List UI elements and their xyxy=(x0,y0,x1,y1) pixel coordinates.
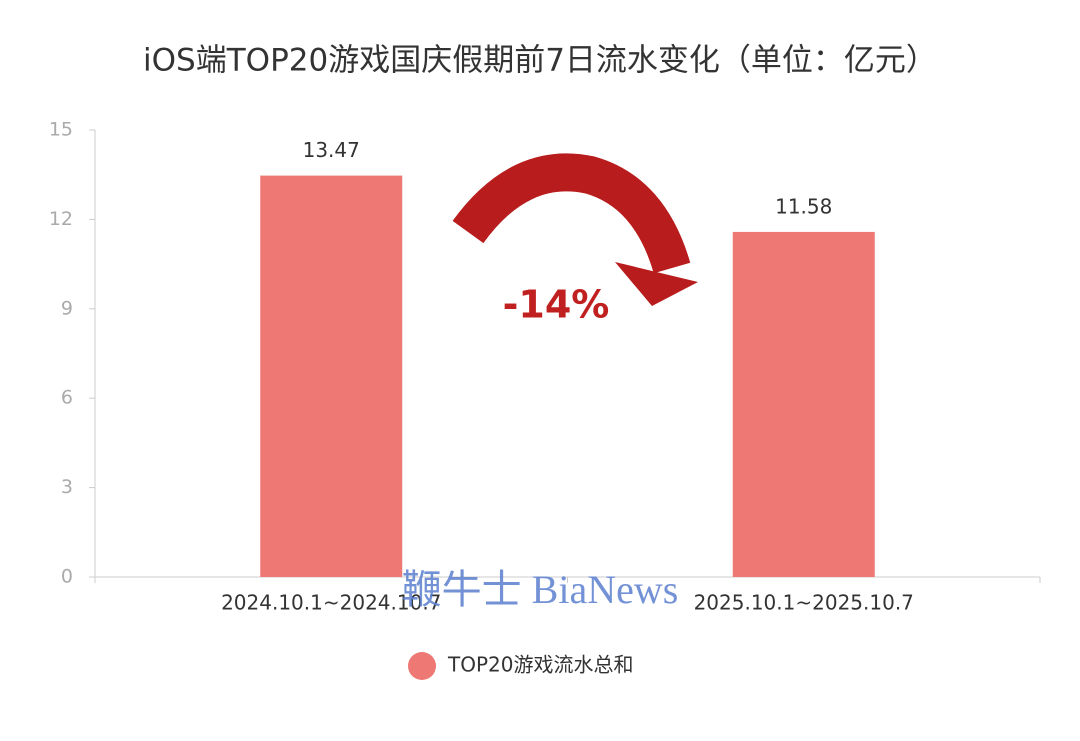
value-label: 13.47 xyxy=(303,138,360,162)
legend-swatch xyxy=(408,652,436,680)
watermark: 鞭牛士 BiaNews xyxy=(402,567,679,612)
plot-area: 0 3 6 9 12 15 2024.10.1~2024.10.7 13.47 2025.10.… xyxy=(49,119,1041,615)
x-tick-label: 2025.10.1~2025.10.7 xyxy=(694,591,914,615)
arrow-head xyxy=(615,262,698,306)
annotation: -14% xyxy=(503,283,610,327)
y-tick-label: 15 xyxy=(49,119,73,141)
y-tick-label: 0 xyxy=(61,566,73,588)
x-tick-label: 2024.10.1~2024.10.7 xyxy=(221,591,441,615)
trend-arrow xyxy=(452,153,691,274)
y-tick-label: 6 xyxy=(61,387,73,409)
y-tick-label: 9 xyxy=(61,297,73,319)
bar xyxy=(260,175,403,577)
bar xyxy=(732,231,875,577)
legend-label: TOP20游戏流水总和 xyxy=(447,653,633,677)
y-tick-label: 12 xyxy=(49,208,73,230)
y-tick-label: 3 xyxy=(61,476,73,498)
chart-title: iOS端TOP20游戏国庆假期前7日流水变化（单位：亿元） xyxy=(143,43,937,79)
value-label: 11.58 xyxy=(775,194,832,218)
